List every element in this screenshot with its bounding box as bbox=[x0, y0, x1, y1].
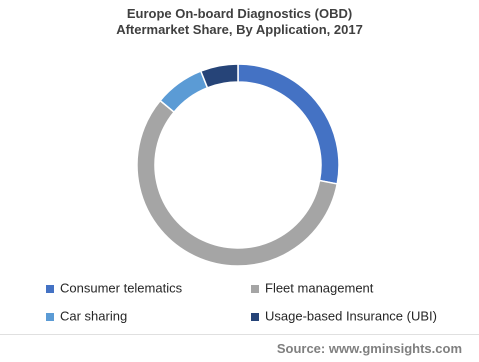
legend-swatch bbox=[46, 285, 54, 293]
legend-label: Usage-based Insurance (UBI) bbox=[265, 308, 437, 323]
legend-label: Car sharing bbox=[60, 308, 127, 323]
donut-slice bbox=[159, 70, 209, 114]
legend-label: Fleet management bbox=[265, 280, 374, 295]
source: Source: www.gminsights.com bbox=[276, 341, 462, 356]
divider bbox=[0, 334, 479, 335]
donut-slice bbox=[199, 63, 239, 89]
legend-swatch bbox=[251, 285, 259, 293]
chart-title: Europe On-board Diagnostics (OBD) Afterm… bbox=[116, 6, 363, 37]
legend-swatch bbox=[251, 313, 259, 321]
donut-slice bbox=[136, 99, 339, 267]
legend-swatch bbox=[46, 313, 54, 321]
legend-label: Consumer telematics bbox=[60, 280, 183, 295]
donut-slice bbox=[237, 63, 340, 185]
